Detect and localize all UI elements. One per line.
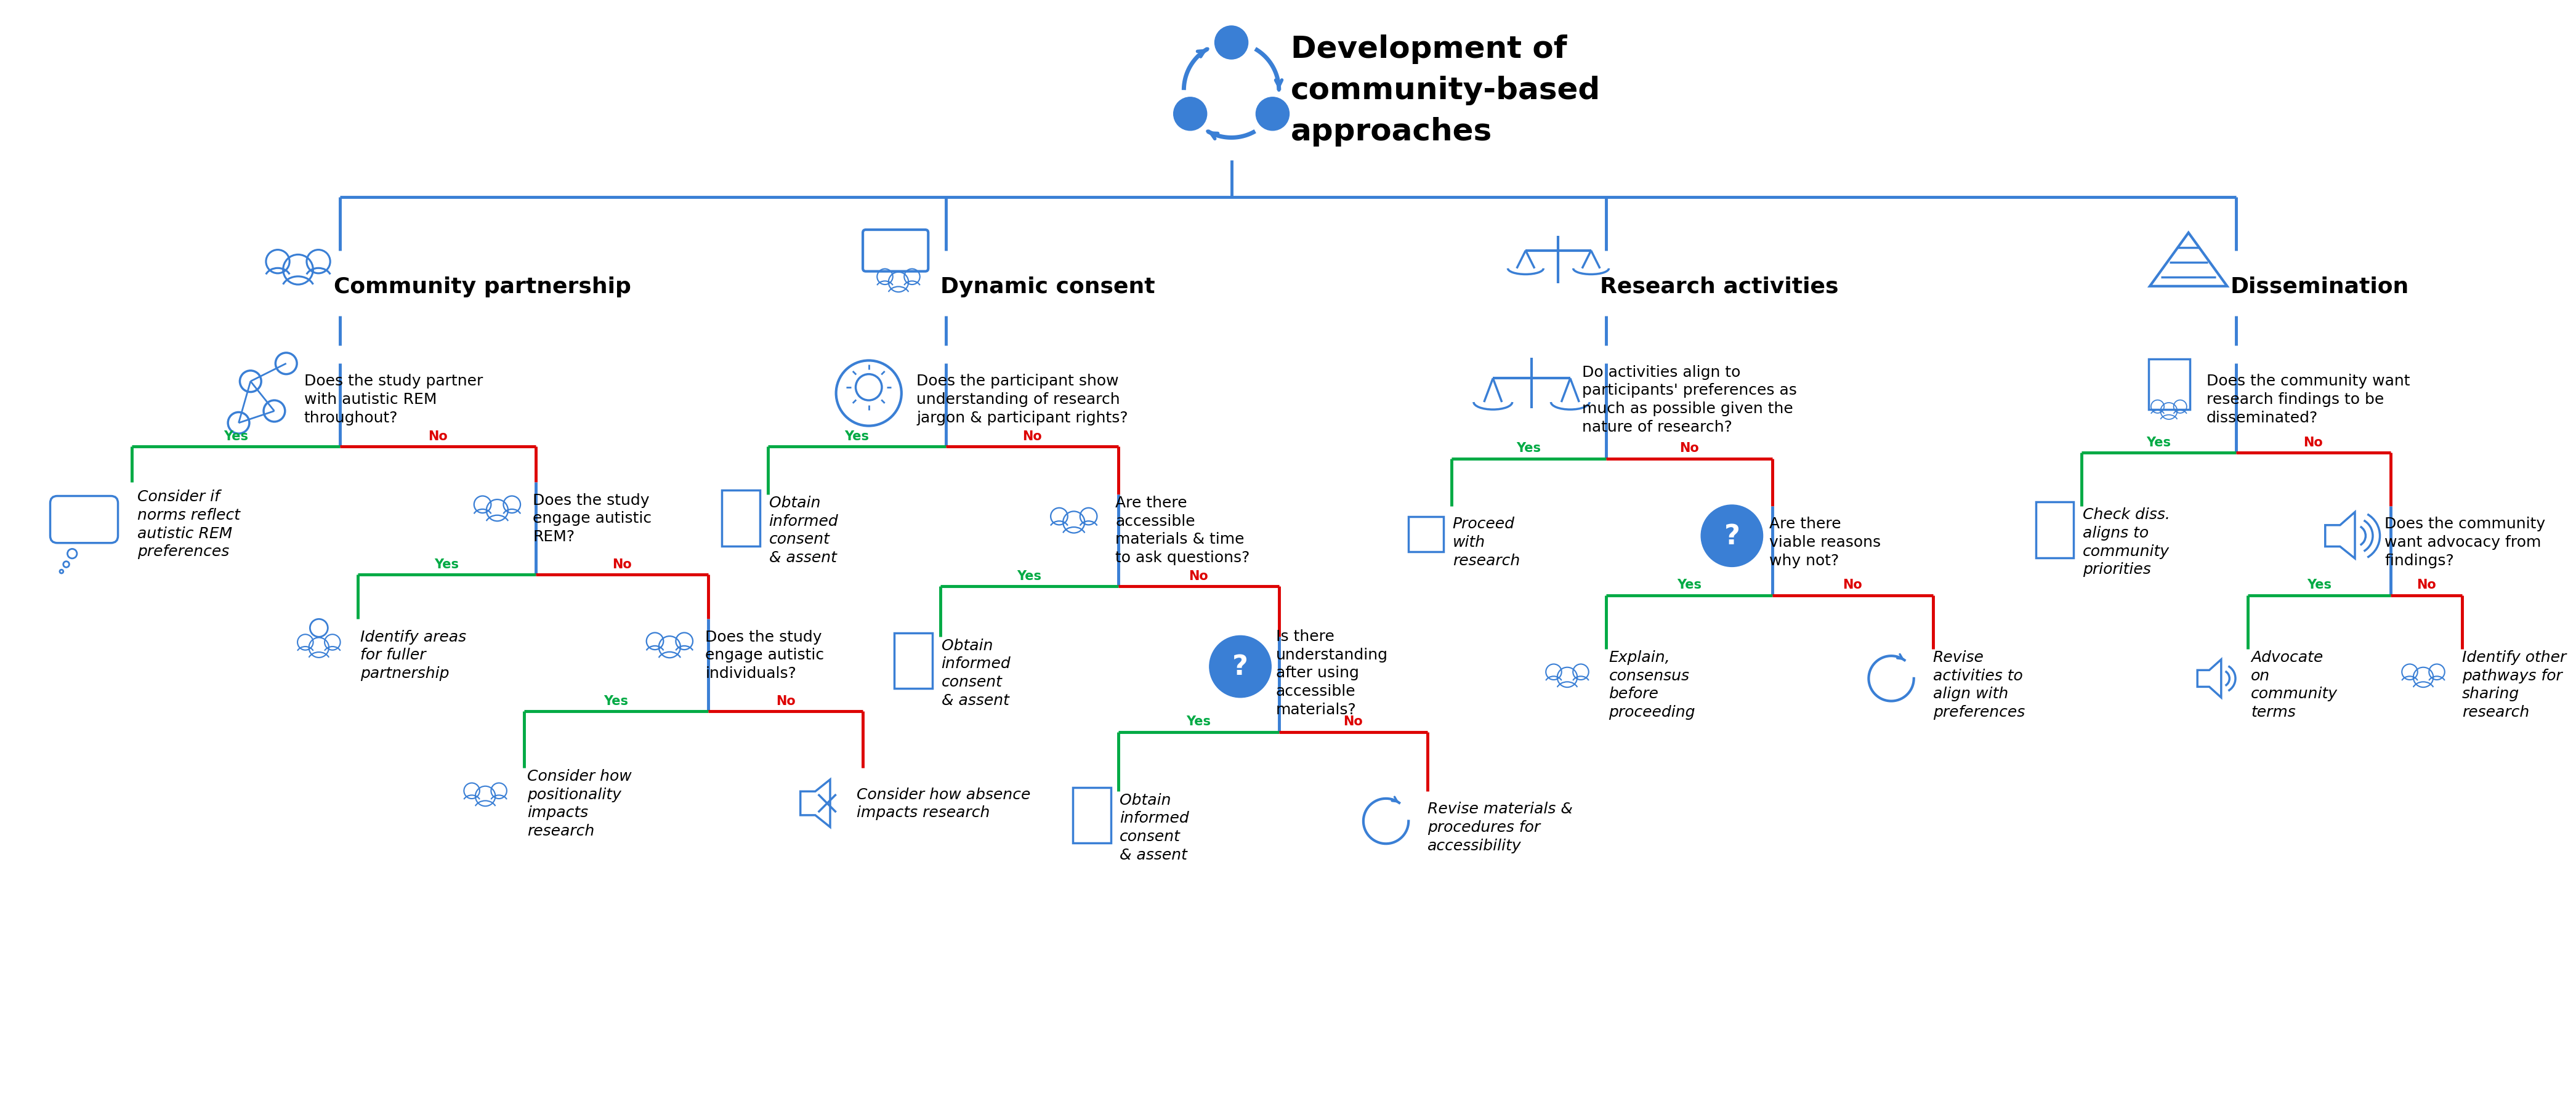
Text: No: No (2303, 436, 2324, 448)
Text: Proceed
with
research: Proceed with research (1453, 516, 1520, 568)
Text: Yes: Yes (2308, 579, 2331, 591)
Text: Consider if
norms reflect
autistic REM
preferences: Consider if norms reflect autistic REM p… (137, 490, 240, 559)
FancyBboxPatch shape (894, 633, 933, 688)
Text: Development of
community-based
approaches: Development of community-based approache… (1291, 35, 1600, 147)
Text: Does the participant show
understanding of research
jargon & participant rights?: Does the participant show understanding … (917, 374, 1128, 425)
Text: ?: ? (1723, 523, 1739, 549)
Circle shape (1216, 26, 1247, 59)
Text: Identify other
pathways for
sharing
research: Identify other pathways for sharing rese… (2463, 650, 2566, 719)
Text: Advocate
on
community
terms: Advocate on community terms (2251, 650, 2339, 719)
Text: Are there
accessible
materials & time
to ask questions?: Are there accessible materials & time to… (1115, 495, 1249, 564)
Text: No: No (1190, 570, 1208, 582)
Text: Dissemination: Dissemination (2231, 276, 2409, 297)
Text: No: No (1680, 442, 1700, 455)
Text: Obtain
informed
consent
& assent: Obtain informed consent & assent (1121, 792, 1190, 861)
Text: Does the study partner
with autistic REM
throughout?: Does the study partner with autistic REM… (304, 374, 482, 425)
Text: Is there
understanding
after using
accessible
materials?: Is there understanding after using acces… (1275, 629, 1388, 717)
Text: Does the community want
research findings to be
disseminated?: Does the community want research finding… (2205, 374, 2409, 425)
FancyBboxPatch shape (2035, 502, 2074, 558)
Text: Does the study
engage autistic
individuals?: Does the study engage autistic individua… (706, 629, 824, 681)
Text: Does the community
want advocacy from
findings?: Does the community want advocacy from fi… (2385, 516, 2545, 568)
Text: No: No (1023, 430, 1043, 443)
Text: Revise
activities to
align with
preferences: Revise activities to align with preferen… (1932, 650, 2025, 719)
Text: Consider how absence
impacts research: Consider how absence impacts research (858, 787, 1030, 820)
Circle shape (1257, 98, 1288, 132)
Text: Yes: Yes (2146, 436, 2172, 448)
Text: Obtain
informed
consent
& assent: Obtain informed consent & assent (940, 638, 1010, 708)
Text: Yes: Yes (1018, 570, 1041, 582)
Text: Does the study
engage autistic
REM?: Does the study engage autistic REM? (533, 492, 652, 544)
Text: Explain,
consensus
before
proceeding: Explain, consensus before proceeding (1610, 650, 1695, 719)
Text: Yes: Yes (603, 695, 629, 707)
FancyBboxPatch shape (721, 490, 760, 546)
Text: No: No (1345, 716, 1363, 728)
Text: Yes: Yes (1188, 716, 1211, 728)
Text: ?: ? (1231, 653, 1249, 680)
FancyBboxPatch shape (2148, 359, 2190, 410)
Text: Obtain
informed
consent
& assent: Obtain informed consent & assent (768, 495, 837, 564)
Text: Yes: Yes (224, 430, 247, 443)
Circle shape (1175, 98, 1206, 132)
FancyBboxPatch shape (1409, 517, 1443, 552)
Text: No: No (775, 695, 796, 707)
Text: Are there
viable reasons
why not?: Are there viable reasons why not? (1770, 516, 1880, 568)
Text: Check diss.
aligns to
community
priorities: Check diss. aligns to community prioriti… (2081, 507, 2169, 576)
Circle shape (1208, 636, 1270, 698)
Text: No: No (613, 558, 631, 570)
Text: No: No (1842, 579, 1862, 591)
FancyBboxPatch shape (1072, 787, 1110, 843)
FancyBboxPatch shape (863, 230, 927, 272)
FancyBboxPatch shape (49, 496, 118, 544)
Text: Consider how
positionality
impacts
research: Consider how positionality impacts resea… (528, 768, 631, 838)
Text: Revise materials &
procedures for
accessibility: Revise materials & procedures for access… (1427, 801, 1574, 853)
Text: Yes: Yes (1677, 579, 1700, 591)
Text: No: No (428, 430, 448, 443)
Circle shape (1700, 505, 1762, 567)
Text: No: No (2416, 579, 2437, 591)
Text: Community partnership: Community partnership (335, 276, 631, 297)
Text: Yes: Yes (845, 430, 868, 443)
Text: Research activities: Research activities (1600, 276, 1839, 297)
Text: Yes: Yes (435, 558, 459, 570)
Text: Yes: Yes (1517, 442, 1540, 455)
Text: Do activities align to
participants' preferences as
much as possible given the
n: Do activities align to participants' pre… (1582, 365, 1798, 434)
Text: Identify areas
for fuller
partnership: Identify areas for fuller partnership (361, 629, 466, 681)
Text: Dynamic consent: Dynamic consent (940, 276, 1154, 297)
